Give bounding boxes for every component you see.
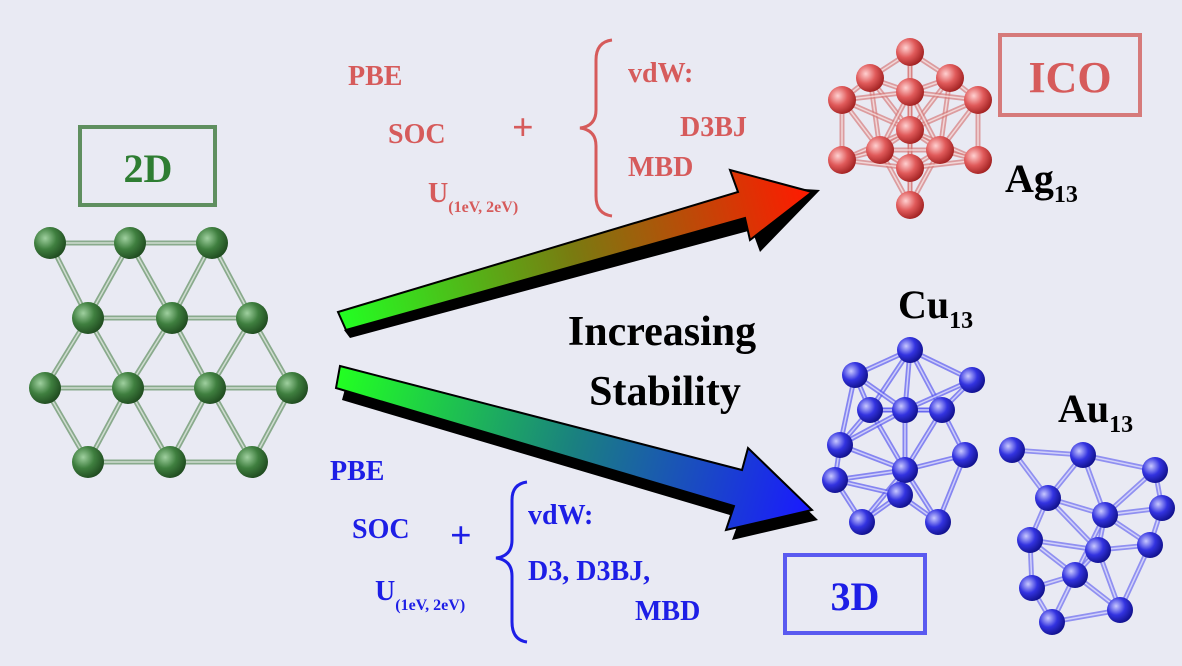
- label-ico: ICO: [1028, 53, 1111, 102]
- atom: [194, 372, 226, 404]
- cluster-name: Au13: [1058, 386, 1133, 438]
- atom: [896, 116, 924, 144]
- vdw: D3, D3BJ,: [528, 556, 650, 587]
- box-2d: [78, 125, 217, 207]
- atom: [964, 146, 992, 174]
- atom: [857, 397, 883, 423]
- vdw: vdW:: [528, 500, 593, 531]
- atom: [952, 442, 978, 468]
- atom: [276, 372, 308, 404]
- method: PBE: [348, 61, 402, 92]
- subscript: (1eV, 2eV): [395, 597, 465, 614]
- atom: [1092, 502, 1118, 528]
- brace: [579, 38, 613, 218]
- subscript: 13: [949, 308, 973, 334]
- atom: [1085, 537, 1111, 563]
- atom: [154, 446, 186, 478]
- brace: [495, 480, 528, 644]
- atom: [34, 227, 66, 259]
- atom: [896, 191, 924, 219]
- atom: [936, 64, 964, 92]
- vdw: vdW:: [628, 58, 693, 89]
- atom: [964, 86, 992, 114]
- atom: [1107, 597, 1133, 623]
- vdw: D3BJ: [680, 112, 747, 143]
- atom: [827, 432, 853, 458]
- atom: [822, 467, 848, 493]
- label-3d: 3D: [831, 574, 880, 619]
- atom: [1062, 562, 1088, 588]
- bottom-methods: PBE SOC + U(1eV, 2eV) vdW: D3, D3BJ, MBD: [330, 456, 700, 644]
- atom: [842, 362, 868, 388]
- atom: [929, 397, 955, 423]
- method: U(1eV, 2eV): [428, 178, 518, 216]
- atom: [896, 38, 924, 66]
- top-methods: PBE SOC + U(1eV, 2eV) vdW: D3BJ MBD: [348, 38, 747, 218]
- atom: [236, 446, 268, 478]
- symbol: Cu: [898, 282, 949, 327]
- cluster-name: Ag13: [1005, 156, 1078, 208]
- vdw: MBD: [635, 596, 700, 627]
- subscript: (1eV, 2eV): [448, 199, 518, 216]
- atom: [828, 146, 856, 174]
- method: SOC: [352, 514, 410, 545]
- plus: +: [512, 107, 534, 149]
- atom: [72, 446, 104, 478]
- atom: [236, 302, 268, 334]
- arrow-bottom: [334, 364, 818, 540]
- box-3d: [783, 553, 927, 635]
- atom: [959, 367, 985, 393]
- arrow-top: [336, 168, 820, 338]
- atom: [892, 457, 918, 483]
- method: PBE: [330, 456, 384, 487]
- u: U: [428, 178, 448, 209]
- method: U(1eV, 2eV): [375, 576, 465, 614]
- atom: [892, 397, 918, 423]
- atom: [1070, 442, 1096, 468]
- symbol: Ag: [1005, 156, 1054, 201]
- atom: [999, 437, 1025, 463]
- atom: [156, 302, 188, 334]
- atom: [925, 509, 951, 535]
- plus: +: [450, 515, 472, 557]
- center-text: Stability: [589, 369, 741, 415]
- atom: [1142, 457, 1168, 483]
- atom: [896, 78, 924, 106]
- subscript: 13: [1054, 182, 1078, 208]
- atom: [897, 337, 923, 363]
- u: U: [375, 576, 395, 607]
- atom: [1039, 609, 1065, 635]
- atom: [1017, 527, 1043, 553]
- subscript: 13: [1109, 412, 1133, 438]
- vdw: MBD: [628, 152, 693, 183]
- atom: [1137, 532, 1163, 558]
- label-2d: 2D: [124, 146, 173, 191]
- atom: [1149, 495, 1175, 521]
- atom: [112, 372, 144, 404]
- atom: [828, 86, 856, 114]
- symbol: Au: [1058, 386, 1109, 431]
- atom: [926, 136, 954, 164]
- atom: [887, 482, 913, 508]
- cluster-name: Cu13: [898, 282, 973, 334]
- atom: [196, 227, 228, 259]
- atom: [1019, 575, 1045, 601]
- method: SOC: [388, 119, 446, 150]
- atom: [849, 509, 875, 535]
- atom: [29, 372, 61, 404]
- center-text: Increasing: [568, 309, 756, 355]
- atom: [72, 302, 104, 334]
- atom: [866, 136, 894, 164]
- atom: [114, 227, 146, 259]
- atoms: [29, 38, 1175, 635]
- atom: [896, 154, 924, 182]
- box-ico: [998, 33, 1142, 117]
- atom: [856, 64, 884, 92]
- atom: [1035, 485, 1061, 511]
